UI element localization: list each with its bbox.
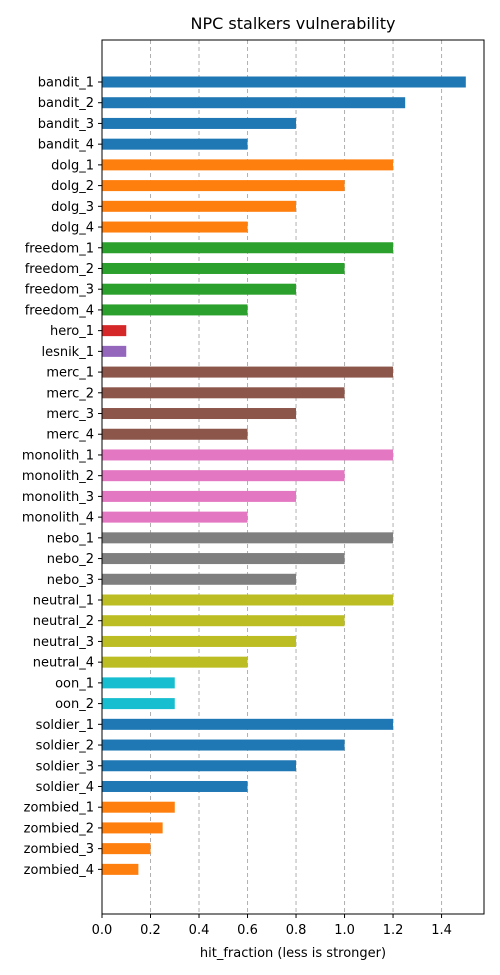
bar-merc_1 [102, 366, 394, 378]
y-tick-label: merc_4 [46, 428, 94, 443]
chart-title: NPC stalkers vulnerability [191, 14, 396, 33]
y-tick-label: monolith_3 [22, 490, 94, 505]
bar-monolith_1 [102, 449, 394, 461]
bar-lesnik_1 [102, 345, 127, 357]
bar-neutral_3 [102, 635, 297, 647]
bar-zombied_1 [102, 801, 175, 813]
bar-nebo_1 [102, 532, 394, 544]
bar-soldier_4 [102, 780, 248, 792]
y-tick-label: bandit_4 [38, 138, 94, 153]
y-tick-label: oon_2 [55, 697, 94, 712]
bar-dolg_1 [102, 159, 394, 171]
plot-frame [101, 39, 485, 915]
y-tick-label: freedom_3 [25, 283, 94, 298]
bar-soldier_2 [102, 739, 345, 751]
y-tick-label: freedom_4 [25, 303, 94, 318]
y-tick-label: nebo_1 [47, 531, 94, 546]
y-tick-label: nebo_3 [47, 573, 94, 588]
x-tick-label: 0.2 [140, 923, 161, 938]
y-tick-label: soldier_1 [36, 718, 94, 733]
bar-soldier_3 [102, 760, 297, 772]
y-tick-label: zombied_4 [24, 863, 94, 878]
y-tick-label: oon_1 [55, 676, 94, 691]
bar-bandit_1 [102, 76, 466, 88]
y-tick-label: dolg_1 [51, 158, 94, 173]
x-tick-label: 0.8 [286, 923, 307, 938]
y-tick-label: neutral_2 [33, 614, 94, 629]
y-tick-label: lesnik_1 [41, 345, 94, 360]
bar-merc_4 [102, 428, 248, 440]
bar-merc_3 [102, 408, 297, 420]
bar-bandit_3 [102, 117, 297, 129]
x-ticks: 0.0 0.2 0.4 0.6 0.8 1.0 1.2 1.4 [92, 914, 452, 938]
bar-dolg_3 [102, 200, 297, 212]
bar-freedom_3 [102, 283, 297, 295]
x-axis-label: hit_fraction (less is stronger) [200, 946, 386, 961]
x-tick-label: 1.0 [334, 923, 355, 938]
y-tick-label: merc_1 [46, 366, 94, 381]
x-tick-label: 0.6 [237, 923, 258, 938]
bar-monolith_3 [102, 490, 297, 502]
bar-merc_2 [102, 387, 345, 399]
y-tick-label: bandit_2 [38, 96, 94, 111]
y-tick-label: zombied_3 [24, 842, 94, 857]
bar-monolith_2 [102, 470, 345, 482]
y-tick-labels: bandit_1 bandit_2 bandit_3 bandit_4 dolg_1do… [22, 76, 102, 878]
y-tick-label: bandit_1 [38, 76, 94, 91]
bar-neutral_1 [102, 594, 394, 606]
y-tick-label: merc_3 [46, 407, 94, 422]
bar-monolith_4 [102, 511, 248, 523]
bar-neutral_2 [102, 615, 345, 627]
x-tick-label: 0.4 [189, 923, 210, 938]
y-tick-label: dolg_3 [51, 200, 94, 215]
bar-zombied_2 [102, 822, 163, 834]
y-tick-label: soldier_2 [36, 739, 94, 754]
bar-freedom_1 [102, 242, 394, 254]
bar-dolg_4 [102, 221, 248, 233]
bar-oon_2 [102, 698, 175, 710]
bar-zombied_3 [102, 843, 151, 855]
y-tick-label: neutral_3 [33, 635, 94, 650]
x-tick-label: 1.4 [431, 923, 452, 938]
y-tick-label: zombied_2 [24, 821, 94, 836]
bar-dolg_2 [102, 180, 345, 192]
y-tick-label: bandit_3 [38, 117, 94, 132]
bar-hero_1 [102, 325, 127, 337]
y-tick-label: neutral_4 [33, 656, 94, 671]
x-tick-label: 1.2 [383, 923, 404, 938]
y-tick-label: dolg_4 [51, 221, 94, 236]
y-tick-label: freedom_1 [25, 241, 94, 256]
bar-nebo_2 [102, 553, 345, 565]
y-tick-label: neutral_1 [33, 594, 94, 609]
bar-zombied_4 [102, 863, 139, 875]
y-tick-label: nebo_2 [47, 552, 94, 567]
bar-freedom_2 [102, 262, 345, 274]
bar-freedom_4 [102, 304, 248, 316]
x-tick-label: 0.0 [92, 923, 113, 938]
y-tick-label: soldier_3 [36, 759, 94, 774]
y-tick-label: monolith_1 [22, 448, 94, 463]
y-tick-label: merc_2 [46, 386, 94, 401]
y-tick-label: monolith_2 [22, 469, 94, 484]
y-tick-label: hero_1 [50, 324, 94, 339]
bar-bandit_4 [102, 138, 248, 150]
bar-oon_1 [102, 677, 175, 689]
y-tick-label: freedom_2 [25, 262, 94, 277]
bar-nebo_3 [102, 573, 297, 585]
bar-soldier_1 [102, 718, 394, 730]
y-tick-label: zombied_1 [24, 801, 94, 816]
bar-neutral_4 [102, 656, 248, 668]
y-tick-label: soldier_4 [36, 780, 94, 795]
y-tick-label: dolg_2 [51, 179, 94, 194]
bars [102, 76, 466, 875]
bar-bandit_2 [102, 97, 406, 109]
y-tick-label: monolith_4 [22, 511, 94, 526]
